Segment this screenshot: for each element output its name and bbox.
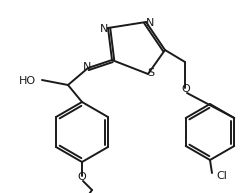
Text: Cl: Cl	[216, 171, 227, 181]
Text: N: N	[146, 18, 154, 28]
Text: N: N	[100, 24, 108, 34]
Text: O: O	[78, 172, 86, 182]
Text: O: O	[182, 84, 190, 94]
Text: HO: HO	[19, 76, 36, 86]
Text: S: S	[148, 68, 154, 78]
Text: N: N	[83, 62, 91, 72]
